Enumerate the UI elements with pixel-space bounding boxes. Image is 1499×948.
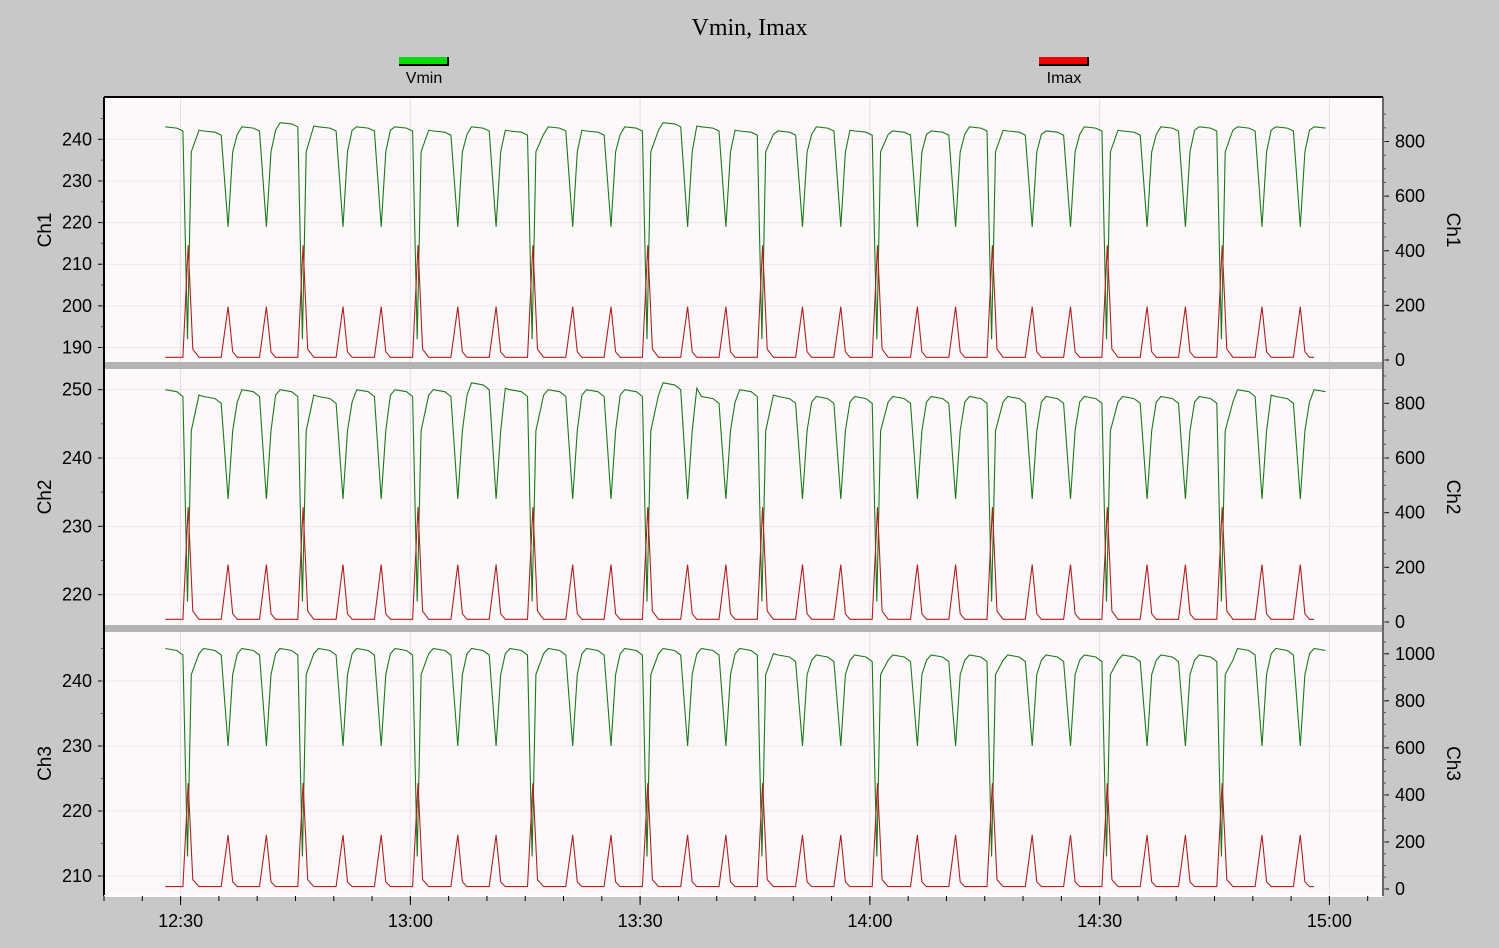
right-tick-label: 200 bbox=[1395, 557, 1425, 577]
series-vmin-ch3 bbox=[165, 647, 1326, 857]
x-tick-label: 13:30 bbox=[618, 911, 663, 931]
legend-imax-label: Imax bbox=[1046, 70, 1082, 87]
left-tick-label: 240 bbox=[62, 671, 92, 691]
right-tick-label: 200 bbox=[1395, 832, 1425, 852]
left-tick-label: 230 bbox=[62, 516, 92, 536]
x-tick-label: 13:00 bbox=[388, 911, 433, 931]
right-tick-label: 600 bbox=[1395, 186, 1425, 206]
left-tick-label: 250 bbox=[62, 380, 92, 400]
right-tick-label: 800 bbox=[1395, 393, 1425, 413]
panel-separator-1 bbox=[104, 362, 1383, 369]
right-tick-label: 200 bbox=[1395, 295, 1425, 315]
right-tick-label: 600 bbox=[1395, 448, 1425, 468]
right-tick-label: 400 bbox=[1395, 785, 1425, 805]
right-tick-label: 1000 bbox=[1395, 644, 1435, 664]
left-tick-label: 220 bbox=[62, 585, 92, 605]
right-tick-label: 0 bbox=[1395, 612, 1405, 632]
x-tick-label: 15:00 bbox=[1307, 911, 1352, 931]
right-tick-label: 0 bbox=[1395, 350, 1405, 370]
right-axis-title-ch2: Ch2 bbox=[1442, 480, 1463, 515]
legend-imax: Imax bbox=[1038, 57, 1090, 88]
left-tick-label: 240 bbox=[62, 129, 92, 149]
series-vmin-ch1 bbox=[165, 122, 1326, 340]
legend-imax-swatch bbox=[1039, 57, 1089, 66]
right-tick-label: 400 bbox=[1395, 241, 1425, 261]
chart-title: Vmin, Imax bbox=[691, 15, 808, 41]
series-imax-ch1 bbox=[165, 245, 1315, 358]
left-tick-label: 240 bbox=[62, 448, 92, 468]
panel-background-2 bbox=[104, 369, 1383, 625]
left-tick-label: 210 bbox=[62, 866, 92, 886]
x-tick-label: 14:00 bbox=[847, 911, 892, 931]
left-tick-label: 210 bbox=[62, 254, 92, 274]
right-axis-title-ch3: Ch3 bbox=[1442, 746, 1463, 781]
left-axis-title-ch1: Ch1 bbox=[35, 213, 56, 248]
legend-vmin-swatch bbox=[399, 57, 449, 66]
left-axis-title-ch2: Ch2 bbox=[35, 480, 56, 515]
series-vmin-ch2 bbox=[165, 382, 1326, 602]
left-tick-label: 220 bbox=[62, 801, 92, 821]
right-tick-label: 800 bbox=[1395, 691, 1425, 711]
x-tick-label: 12:30 bbox=[158, 911, 203, 931]
right-axis-title-ch1: Ch1 bbox=[1442, 213, 1463, 248]
panel-background-3 bbox=[104, 632, 1383, 895]
left-tick-label: 200 bbox=[62, 296, 92, 316]
right-tick-label: 600 bbox=[1395, 738, 1425, 758]
right-tick-label: 0 bbox=[1395, 879, 1405, 899]
panel-separator-2 bbox=[104, 625, 1383, 632]
panel-background-1 bbox=[104, 98, 1383, 362]
series-imax-ch3 bbox=[165, 783, 1315, 888]
right-tick-label: 400 bbox=[1395, 503, 1425, 523]
legend-vmin: Vmin bbox=[398, 57, 450, 88]
left-tick-label: 220 bbox=[62, 213, 92, 233]
x-tick-label: 14:30 bbox=[1077, 911, 1122, 931]
left-tick-label: 230 bbox=[62, 171, 92, 191]
series-imax-ch2 bbox=[165, 507, 1315, 620]
left-axis-title-ch3: Ch3 bbox=[35, 746, 56, 781]
legend-vmin-label: Vmin bbox=[405, 70, 443, 87]
right-tick-label: 800 bbox=[1395, 132, 1425, 152]
left-tick-label: 230 bbox=[62, 736, 92, 756]
left-tick-label: 190 bbox=[62, 338, 92, 358]
